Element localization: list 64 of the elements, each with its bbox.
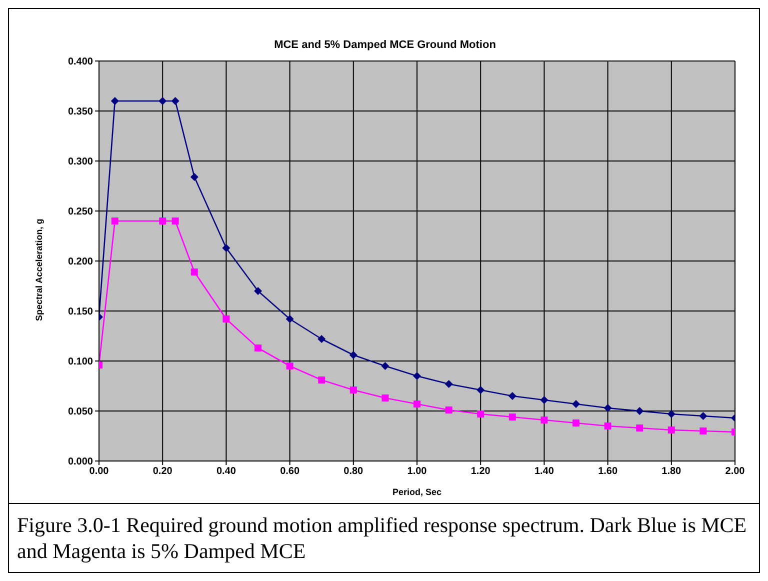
y-tick-label: 0.350 xyxy=(68,106,94,118)
x-tick-label: 1.40 xyxy=(534,466,554,478)
x-tick-label: 2.00 xyxy=(725,466,746,478)
y-tick-label: 0.050 xyxy=(68,406,94,418)
point xyxy=(318,335,326,343)
x-tick-label: 1.60 xyxy=(598,466,618,478)
point xyxy=(158,97,167,105)
x-tick-label: 0.40 xyxy=(216,466,236,478)
point xyxy=(572,400,580,408)
point xyxy=(476,386,485,394)
point xyxy=(477,410,484,418)
x-tick-label: 0.00 xyxy=(89,466,110,478)
point xyxy=(667,410,676,418)
point xyxy=(414,400,420,408)
point xyxy=(636,424,644,432)
point xyxy=(111,218,118,224)
point xyxy=(254,287,262,295)
point xyxy=(604,404,612,412)
y-tick-label: 0.400 xyxy=(68,56,94,68)
x-tick-label: 1.20 xyxy=(470,466,491,478)
y-tick-label: 0.200 xyxy=(68,256,94,268)
point xyxy=(540,416,548,424)
point xyxy=(159,218,166,224)
point xyxy=(668,426,675,434)
point xyxy=(381,362,390,370)
point xyxy=(190,173,198,181)
y-tick-label: 0.300 xyxy=(68,156,94,168)
x-tick-label: 1.80 xyxy=(662,466,682,478)
point xyxy=(222,316,230,322)
point xyxy=(636,407,644,415)
y-tick-label: 0.000 xyxy=(68,456,94,468)
y-tick-label: 0.100 xyxy=(68,356,94,368)
point xyxy=(222,244,230,252)
x-tick-label: 0.60 xyxy=(280,466,300,478)
y-tick-label: 0.150 xyxy=(68,306,94,318)
point xyxy=(572,420,580,426)
point xyxy=(508,392,516,400)
point xyxy=(700,428,707,434)
point xyxy=(286,315,294,323)
point xyxy=(540,396,548,404)
point xyxy=(254,344,262,352)
point xyxy=(190,268,198,276)
x-tick-label: 1.00 xyxy=(407,466,428,478)
point xyxy=(318,376,326,384)
chart-title: MCE and 5% Damped MCE Ground Motion xyxy=(273,39,497,51)
caption: Figure 3.0-1 Required ground motion amplified response spectrum. Dark Blue is MCE and Magenta is 5% Damped MCE xyxy=(17,512,748,564)
point xyxy=(508,414,516,420)
x-tick-label: 0.80 xyxy=(344,466,364,478)
point xyxy=(286,362,294,370)
point xyxy=(444,380,453,388)
x-tick-label: 0.20 xyxy=(152,466,173,478)
point xyxy=(604,422,612,430)
point xyxy=(110,97,119,105)
y-tick-label: 0.250 xyxy=(68,206,94,218)
point xyxy=(445,406,452,414)
x-axis-title: Period, Sec xyxy=(392,487,442,497)
point xyxy=(171,97,180,105)
point xyxy=(413,372,421,380)
point xyxy=(172,218,179,224)
y-axis-title: Spectral Acceleration, g xyxy=(34,218,44,321)
point xyxy=(699,412,708,420)
point xyxy=(382,394,389,402)
point xyxy=(350,386,357,394)
point xyxy=(349,351,358,359)
